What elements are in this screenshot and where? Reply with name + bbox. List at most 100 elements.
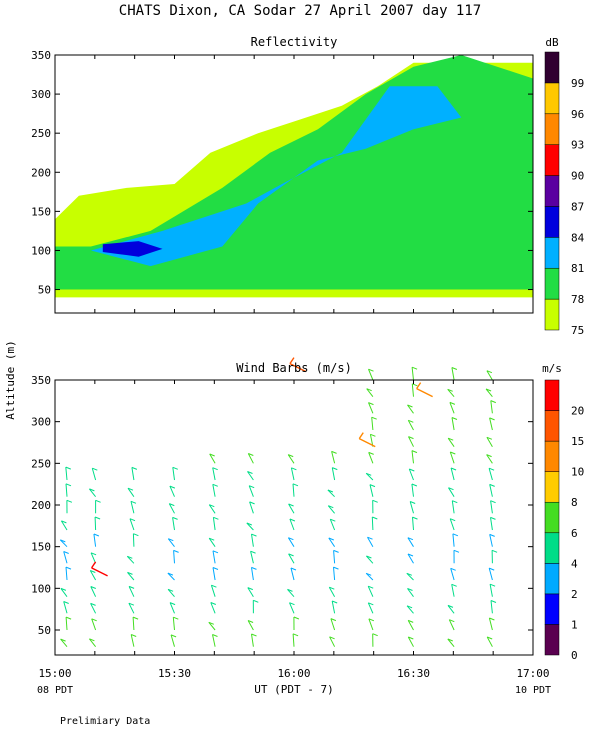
wind-barb-flag [289, 602, 295, 606]
wind-barb-staff [485, 388, 493, 398]
wind-barb-flag [366, 388, 372, 392]
wind-barb-staff [90, 552, 97, 564]
wind-barb-flag [288, 537, 294, 541]
wind-barb-flag [289, 518, 296, 522]
colorbar-label: 4 [571, 557, 578, 570]
wind-barb-staff [407, 620, 414, 631]
wind-barb-staff [449, 451, 455, 464]
wind-barb-staff [287, 537, 295, 547]
wind-barb-flag [372, 516, 378, 520]
wind-barb-flag [212, 550, 219, 554]
wind-barb-staff [91, 618, 97, 631]
wind-barb-staff [250, 551, 254, 564]
wind-barb-staff [94, 516, 97, 531]
colorbar-swatch [544, 298, 560, 331]
reflectivity-panel: Reflectivity 50 100 150 200 250 300 350 75 78 81… [31, 35, 584, 337]
wind-barb-flag [288, 454, 294, 458]
wind-barb-flag [488, 467, 495, 471]
wind-barb-flag [327, 489, 334, 493]
wind-barb-staff [490, 400, 493, 414]
colorbar-label: 8 [571, 496, 578, 509]
wind-barb-flag [368, 585, 374, 589]
wind-barb-staff [408, 468, 414, 481]
wind-barb-flag [330, 618, 337, 622]
wind-barb-staff [60, 588, 68, 597]
y-tick-label: 250 [31, 127, 51, 140]
wind-barb-staff [486, 370, 493, 381]
wind-barb-staff [333, 550, 336, 564]
y-tick-label: 350 [31, 49, 51, 62]
x-tick-label: 15:30 [158, 667, 191, 680]
wind-barb-staff [208, 537, 216, 547]
wind-barb-flag [487, 636, 493, 640]
wind-barb-flag [490, 400, 496, 404]
wind-barb-flag [332, 467, 338, 471]
wind-barb-staff [406, 605, 414, 614]
wind-barb-staff [411, 383, 414, 397]
wind-barb-flag [247, 620, 254, 623]
wind-barb-strong-flag [358, 432, 364, 440]
wind-barb-staff [365, 572, 374, 581]
colorbar-swatch [544, 624, 560, 656]
wind-barb-flag [372, 633, 378, 637]
wind-barb-flag [448, 487, 454, 491]
wind-barb-staff [208, 504, 216, 514]
wind-barb-staff [132, 617, 135, 631]
wind-barb-flag [449, 619, 455, 623]
wind-barb-flag [129, 518, 136, 522]
wind-barb-staff [289, 518, 295, 531]
wind-barb-staff [486, 454, 493, 464]
wind-barb-flag [89, 488, 95, 492]
colorbar-label: 78 [571, 293, 584, 306]
colorbar-swatch [544, 267, 560, 300]
wind-barb-staff [212, 567, 216, 581]
wind-barb-flag [95, 499, 101, 503]
wind-barb-staff [447, 437, 455, 447]
wind-barb-flag [408, 436, 414, 440]
reflectivity-y-ticks: 50 100 150 200 250 300 350 [31, 49, 533, 297]
wind-barb-flag [65, 566, 72, 570]
wind-barb-flag [251, 566, 257, 570]
wind-barb-flag [63, 601, 69, 604]
wind-barb-staff [490, 600, 493, 614]
wind-barb-flag [333, 549, 339, 553]
wind-barb-flag [208, 621, 214, 625]
wind-barb-flag [407, 588, 413, 591]
wind-barb-staff [209, 453, 216, 464]
wind-barb-staff [407, 404, 414, 414]
wind-barb-flag [89, 638, 95, 642]
wind-barb-staff [249, 501, 254, 514]
wind-barb-staff [212, 634, 216, 647]
wind-colorbar: 0 1 2 4 6 8 10 15 20 [544, 379, 584, 662]
wind-barb-staff [210, 602, 216, 614]
wind-barb-staff [371, 417, 374, 431]
wind-barb-staff [89, 638, 96, 648]
wind-barb-flag [60, 539, 66, 543]
colorbar-swatch [544, 593, 560, 625]
wind-barb-staff [447, 605, 455, 614]
wind-barb-staff [210, 585, 216, 597]
wind-barb-staff [60, 638, 68, 648]
wind-barb-flag [288, 503, 294, 507]
wind-barb-staff [247, 453, 254, 464]
wind-barb-staff [167, 572, 175, 581]
page-title: CHATS Dixon, CA Sodar 27 April 2007 day … [119, 3, 481, 19]
wind-barb-staff [451, 584, 455, 597]
wind-barb-staff [288, 503, 295, 514]
wind-barb-staff [130, 501, 135, 514]
wind-barb-staff [247, 587, 254, 597]
wind-barb-staff [449, 402, 455, 414]
wind-barb-staff [91, 468, 97, 481]
wind-barb-staff [246, 522, 254, 531]
wind-barb-staff [93, 533, 97, 547]
wind-barb-flag [486, 454, 492, 458]
wind-barb-flag [173, 616, 179, 620]
wind-barb-staff [248, 485, 254, 497]
local-time-start: 08 PDT [37, 685, 73, 696]
wind-barb-staff [251, 567, 254, 581]
wind-barb-flag [406, 605, 413, 609]
wind-barb-staff [292, 633, 295, 647]
wind-barb-flag [128, 602, 135, 606]
wind-barb-flag [246, 522, 252, 526]
